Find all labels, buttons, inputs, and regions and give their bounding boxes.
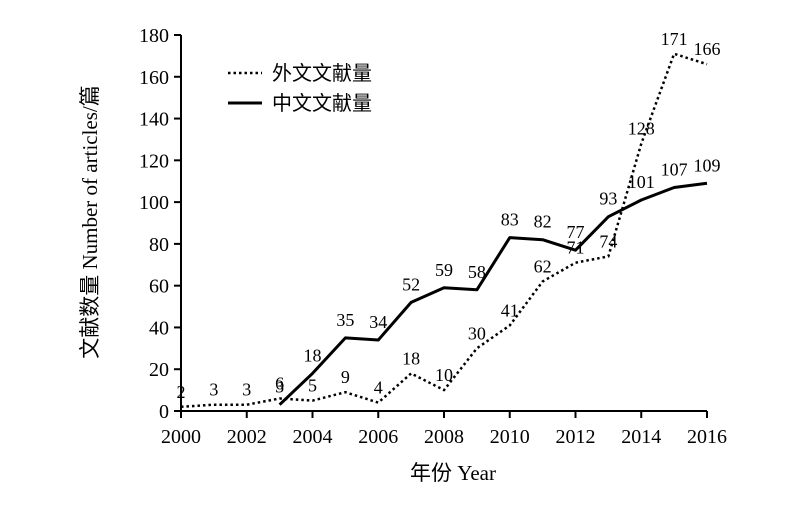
data-label-chinese: 93 (599, 189, 617, 209)
data-label-foreign: 166 (694, 39, 721, 59)
data-label-chinese: 58 (468, 262, 486, 282)
data-label-foreign: 3 (209, 380, 218, 400)
data-label-foreign: 62 (534, 256, 552, 276)
x-tick-label: 2014 (621, 426, 661, 448)
x-tick-label: 2016 (687, 426, 727, 448)
data-label-chinese: 34 (369, 312, 387, 332)
x-tick-label: 2004 (293, 426, 333, 448)
x-tick-label: 2008 (424, 426, 464, 448)
x-tick-label: 2000 (161, 426, 201, 448)
data-label-chinese: 59 (435, 260, 453, 280)
legend-label-foreign: 外文文献量 (272, 62, 372, 85)
series-line-foreign (180, 52, 708, 409)
data-label-foreign: 5 (308, 376, 317, 396)
x-tick-label: 2002 (227, 426, 267, 448)
series-line-chinese (278, 181, 708, 406)
y-axis-title: 文献数量 Number of articles/篇 (78, 85, 102, 359)
axes (180, 35, 707, 412)
y-tick-label: 160 (139, 67, 169, 89)
y-tick-label: 140 (139, 109, 169, 131)
data-label-foreign: 9 (341, 367, 350, 387)
data-label-chinese: 3 (275, 377, 284, 397)
ticks: 2000 2002 2004 2006 2008 2010 2012 2014 20160204… (139, 25, 727, 448)
x-tick-label: 2012 (556, 426, 596, 448)
data-label-chinese: 83 (501, 210, 519, 230)
legend: 外文文献量 中文文献量 (228, 62, 372, 115)
y-tick-label: 80 (149, 234, 169, 256)
y-tick-label: 20 (149, 359, 169, 381)
series-layer (180, 52, 708, 409)
y-tick-label: 0 (159, 401, 169, 423)
data-label-foreign: 74 (599, 231, 617, 251)
data-label-foreign: 18 (402, 348, 420, 368)
data-label-chinese: 109 (694, 155, 721, 175)
data-label-foreign: 41 (501, 300, 519, 320)
data-label-chinese: 107 (661, 159, 688, 179)
y-tick-label: 60 (149, 276, 169, 298)
x-tick-label: 2010 (490, 426, 530, 448)
data-label-chinese: 18 (304, 345, 322, 365)
data-label-foreign: 10 (435, 365, 453, 385)
data-label-foreign: 30 (468, 323, 486, 343)
data-label-foreign: 71 (567, 238, 585, 258)
data-label-foreign: 2 (177, 382, 186, 402)
x-axis-title: 年份 Year (410, 461, 496, 485)
data-label-foreign: 3 (242, 380, 251, 400)
data-label-foreign: 6 (275, 373, 284, 393)
data-label-chinese: 101 (628, 172, 655, 192)
data-label-chinese: 77 (567, 222, 585, 242)
y-tick-label: 100 (139, 192, 169, 214)
data-label-foreign: 4 (374, 378, 383, 398)
x-tick-label: 2006 (358, 426, 398, 448)
data-label-chinese: 52 (402, 274, 420, 294)
y-tick-label: 40 (149, 317, 169, 339)
data-label-foreign: 128 (628, 119, 655, 139)
y-tick-label: 180 (139, 25, 169, 47)
data-label-chinese: 35 (336, 310, 354, 330)
data-label-foreign: 171 (661, 29, 688, 49)
data-label-chinese: 82 (534, 212, 552, 232)
y-tick-label: 120 (139, 150, 169, 172)
legend-label-chinese: 中文文献量 (272, 92, 372, 115)
